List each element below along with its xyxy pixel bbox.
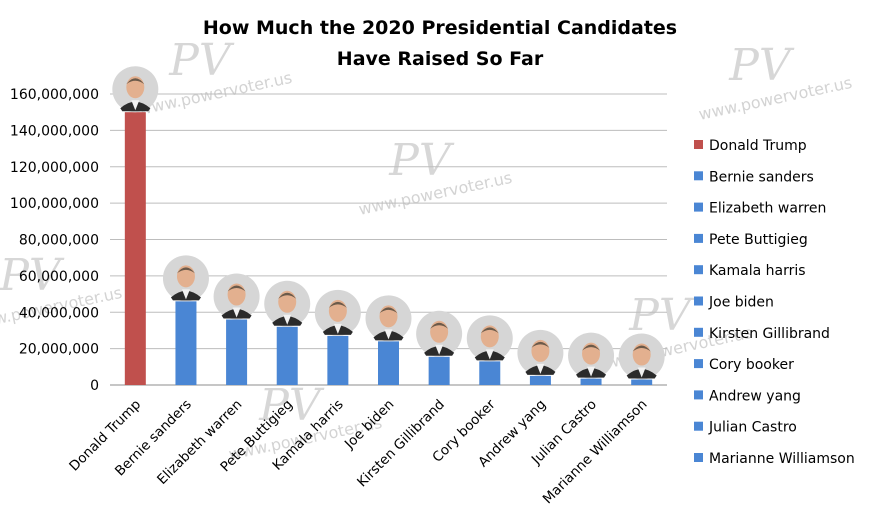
y-tick-label: 20,000,000: [19, 342, 99, 358]
legend-swatch: [694, 202, 703, 212]
y-tick-label: 80,000,000: [19, 233, 99, 249]
y-axis-tick-labels: 0 20,000,000 40,000,000 60,000,000 80,000,00…: [10, 87, 99, 394]
legend-label: Cory booker: [709, 357, 794, 373]
watermark-logo: PV: [628, 290, 695, 341]
y-tick-label: 60,000,000: [19, 269, 99, 285]
candidate-avatar: [112, 66, 159, 113]
candidate-avatar: [365, 295, 412, 342]
candidate-avatar: [517, 329, 564, 376]
y-tick-label: 160,000,000: [10, 87, 99, 103]
legend-swatch: [694, 453, 703, 462]
y-tick-label: 0: [90, 378, 99, 394]
legend-swatch: [694, 265, 703, 275]
bar: [479, 361, 501, 385]
legend-swatch: [694, 359, 703, 369]
legend-swatch: [694, 171, 703, 181]
y-tick-label: 120,000,000: [10, 160, 99, 176]
legend-label: Joe biden: [708, 295, 774, 311]
watermark-logo: PV: [258, 380, 325, 431]
watermark-logo: PV: [168, 35, 235, 86]
watermark-logo: PV: [728, 40, 795, 91]
legend: Donald Trump Bernie sanders Elizabeth warr…: [694, 138, 855, 467]
bar: [580, 378, 602, 385]
bar: [175, 301, 197, 385]
watermark-logo: PV: [388, 135, 455, 186]
legend-label: Julian Castro: [708, 420, 797, 436]
watermark-logo: PV: [0, 250, 65, 301]
bar: [378, 341, 399, 385]
chart-title-line-1: How Much the 2020 Presidential Candidate…: [203, 17, 677, 39]
legend-label: Kamala harris: [709, 263, 806, 279]
legend-label: Elizabeth warren: [709, 201, 826, 217]
bar: [327, 335, 349, 385]
candidate-avatars: [112, 66, 665, 380]
y-tick-label: 40,000,000: [19, 305, 99, 321]
legend-label: Marianne Williamson: [709, 451, 855, 467]
candidate-avatar: [416, 310, 463, 357]
candidate-avatar: [213, 273, 260, 320]
candidate-avatar: [162, 255, 209, 302]
candidate-avatar: [618, 333, 665, 380]
legend-swatch: [694, 390, 703, 400]
bar: [529, 375, 551, 385]
x-category-label: Kirsten Gillibrand: [354, 397, 448, 491]
legend-label: Andrew yang: [709, 388, 801, 404]
candidate-avatar: [466, 315, 513, 362]
bar: [124, 112, 146, 385]
y-tick-label: 140,000,000: [10, 123, 99, 139]
candidate-avatar: [314, 289, 361, 336]
legend-swatch: [694, 233, 703, 243]
x-category-label: Marianne Williamson: [540, 397, 651, 508]
candidate-avatar: [264, 280, 311, 327]
bar: [226, 319, 248, 385]
legend-swatch: [694, 296, 703, 306]
chart-title-line-2: Have Raised So Far: [337, 48, 544, 70]
legend-swatch: [694, 140, 703, 149]
bar: [428, 356, 450, 385]
bars: [124, 112, 653, 385]
candidate-avatar: [568, 332, 615, 379]
bar: [276, 326, 298, 385]
legend-swatch: [694, 327, 703, 337]
legend-label: Pete Buttigieg: [709, 232, 808, 248]
x-category-label: Elizabeth warren: [154, 397, 245, 488]
legend-label: Donald Trump: [709, 138, 807, 154]
legend-swatch: [694, 421, 703, 431]
y-tick-label: 100,000,000: [10, 196, 99, 212]
bar: [631, 379, 653, 385]
legend-label: Bernie sanders: [709, 169, 814, 185]
legend-label: Kirsten Gillibrand: [709, 326, 830, 342]
